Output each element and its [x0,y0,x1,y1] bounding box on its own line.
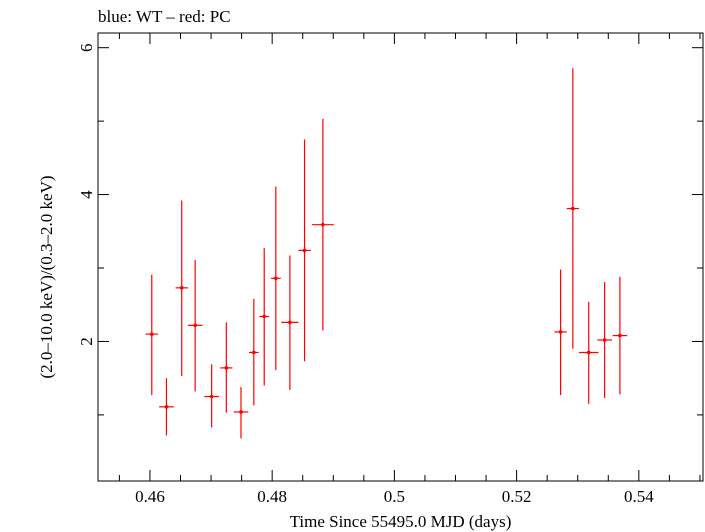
data-marker [571,206,575,211]
data-marker [321,222,325,227]
data-marks [145,68,628,439]
y-tick-label: 4 [77,190,96,199]
y-tick-label: 2 [77,337,96,346]
x-tick-label: 0.54 [624,487,654,506]
data-marker [193,323,197,328]
data-marker [274,276,278,281]
x-axis-label: Time Since 55495.0 MJD (days) [290,512,512,531]
y-axis-label: (2.0–10.0 keV)/(0.3–2.0 keV) [37,175,56,378]
data-marker [239,410,243,414]
data-point [578,301,599,404]
data-marker [288,320,292,325]
data-marker [558,330,563,334]
plot-frame [97,32,704,482]
data-point [612,276,628,395]
data-marker [602,338,607,342]
data-point [204,364,219,428]
x-tick-label: 0.52 [502,487,532,506]
data-point [159,378,174,436]
data-point [145,274,158,396]
data-point [175,200,188,376]
data-marker [252,350,256,355]
data-point [298,139,311,362]
data-marker [209,394,214,399]
data-point [233,386,249,439]
x-tick-label: 0.48 [257,487,287,506]
x-tick-label: 0.46 [135,487,165,506]
data-point [220,322,233,413]
data-point [566,68,579,349]
data-point [281,255,299,390]
data-marker [149,332,154,336]
data-point [259,248,270,386]
data-point [554,269,567,396]
x-tick-label: 0.5 [384,487,405,506]
data-marker [618,333,622,338]
data-marker [224,366,229,370]
data-marker [179,286,184,290]
data-point [597,281,612,399]
data-point [248,298,259,406]
data-marker [164,405,169,409]
data-point [187,259,203,392]
data-marker [586,350,591,355]
data-point [270,186,281,371]
data-point [311,118,334,331]
chart-title: blue: WT – red: PC [98,7,231,26]
data-marker [302,248,307,253]
data-marker [262,314,267,319]
axes: 0.46 0.48 0.5 0.52 0.54 2 4 6 [77,33,703,506]
y-tick-label: 6 [77,43,96,52]
